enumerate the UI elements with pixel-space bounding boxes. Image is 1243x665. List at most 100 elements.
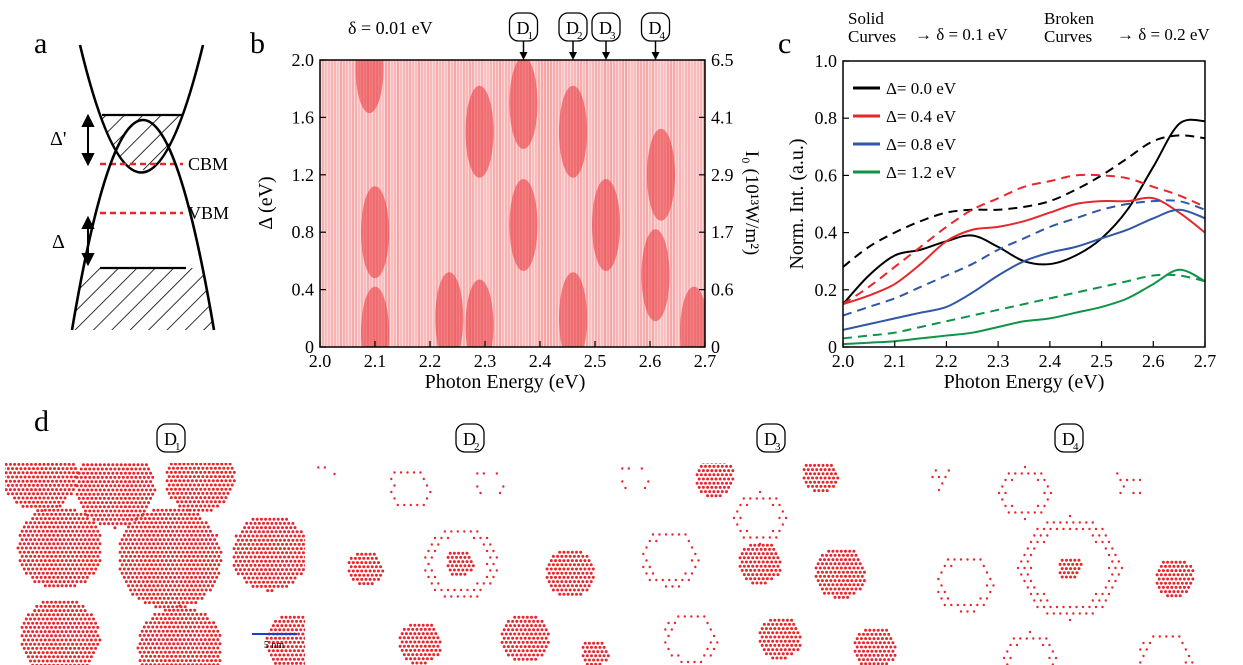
state-map-dot <box>17 496 21 500</box>
state-map-dot <box>299 572 303 576</box>
state-map-dot <box>169 542 172 546</box>
state-map-dot <box>301 542 305 546</box>
state-map-dot <box>759 556 763 560</box>
state-map-dot <box>207 629 211 633</box>
state-map-dot <box>318 658 321 661</box>
state-map-dot <box>56 655 60 659</box>
state-map-dot <box>183 521 187 525</box>
state-map-dot <box>196 580 200 584</box>
state-map-dot <box>185 550 189 554</box>
state-map-dot <box>143 575 147 579</box>
state-map-dot <box>150 538 154 542</box>
state-map-dot <box>577 571 581 575</box>
state-map-dot <box>515 619 519 623</box>
state-map-dot <box>245 555 249 559</box>
state-map-dot <box>210 625 213 629</box>
state-map-dot <box>247 542 251 546</box>
state-map-dot <box>534 624 538 628</box>
state-map-dot <box>60 575 64 579</box>
state-map-dot <box>77 567 81 571</box>
state-map-dot <box>374 556 378 560</box>
state-map-dot <box>456 595 459 598</box>
state-map-dot <box>54 651 58 655</box>
state-map-dot <box>887 658 891 662</box>
state-map-dot <box>1164 581 1167 585</box>
state-map-dot <box>1191 569 1195 573</box>
state-map-dot <box>194 542 198 546</box>
state-map-dot <box>396 503 399 507</box>
state-map-dot <box>58 546 62 550</box>
state-map-dot <box>320 645 323 648</box>
state-map-dot <box>192 491 196 495</box>
state-map-dot <box>834 472 838 476</box>
state-map-dot <box>729 464 733 468</box>
state-map-dot <box>704 473 707 477</box>
state-map-dot <box>155 642 159 646</box>
state-map-dot <box>1182 585 1186 589</box>
state-map-dot <box>25 479 29 483</box>
state-map-dot <box>151 484 155 488</box>
state-map-dot <box>211 504 215 508</box>
state-map-dot <box>1001 485 1004 488</box>
state-map-dot <box>504 624 508 628</box>
state-map-dot <box>31 646 35 650</box>
state-map-dot <box>35 630 39 634</box>
state-map-dot <box>320 637 323 640</box>
state-map-dot <box>162 521 166 525</box>
state-map-dot <box>77 630 81 634</box>
state-map-dot <box>173 559 177 563</box>
state-map-dot <box>591 575 595 579</box>
state-map-dot <box>64 575 68 579</box>
state-map-dot <box>774 552 778 556</box>
state-map-dot <box>56 604 60 608</box>
state-map-dot <box>276 559 280 563</box>
delta-note: δ = 0.01 eV <box>348 18 433 38</box>
state-map-dot <box>947 469 950 472</box>
state-map-dot <box>90 567 93 571</box>
state-map-dot <box>28 442 31 445</box>
state-map-dot <box>427 549 430 553</box>
state-map-dot <box>154 546 158 550</box>
state-map-dot <box>224 479 228 483</box>
state-map-dot <box>131 542 135 546</box>
state-map-dot <box>876 637 880 641</box>
state-map-dot <box>181 592 185 596</box>
state-map-dot <box>56 533 60 537</box>
state-map-title-4-subscript: 4 <box>1073 441 1079 453</box>
state-map-dot <box>284 640 288 644</box>
state-map-dot <box>15 475 19 479</box>
state-map-dot <box>566 559 570 563</box>
state-map-dot <box>1023 553 1026 557</box>
state-map-dot <box>143 584 147 588</box>
state-map-dot <box>124 563 128 567</box>
state-map-dot <box>860 583 864 587</box>
state-map-dot <box>60 646 64 650</box>
state-map-dot <box>167 466 171 470</box>
state-map-dot <box>714 494 718 498</box>
state-map-dot <box>725 473 728 477</box>
state-map-dot <box>53 459 56 462</box>
state-map-dot <box>192 554 196 558</box>
state-map-dot <box>785 652 789 656</box>
state-map-dot <box>181 550 185 554</box>
state-map-dot <box>47 604 51 608</box>
state-map-dot <box>143 517 147 521</box>
state-map-dot <box>73 604 77 608</box>
state-map-dot <box>115 471 119 475</box>
state-map-dot <box>257 555 261 559</box>
state-map-dot <box>560 571 564 575</box>
state-map-dot <box>58 642 62 646</box>
line-xtick-label: 2.0 <box>832 351 855 371</box>
state-map-dot <box>544 636 548 640</box>
state-map-dot <box>140 488 144 492</box>
state-map-dot <box>285 542 289 546</box>
state-map-dot <box>92 467 96 471</box>
state-map-dot <box>205 508 209 512</box>
state-map-dot <box>19 483 23 487</box>
state-map-dot <box>844 549 847 553</box>
state-map-dot <box>50 529 54 533</box>
state-map-dot <box>197 642 201 646</box>
state-map-dot <box>200 563 204 567</box>
state-map-dot <box>409 503 412 507</box>
state-map-dot <box>60 550 64 554</box>
